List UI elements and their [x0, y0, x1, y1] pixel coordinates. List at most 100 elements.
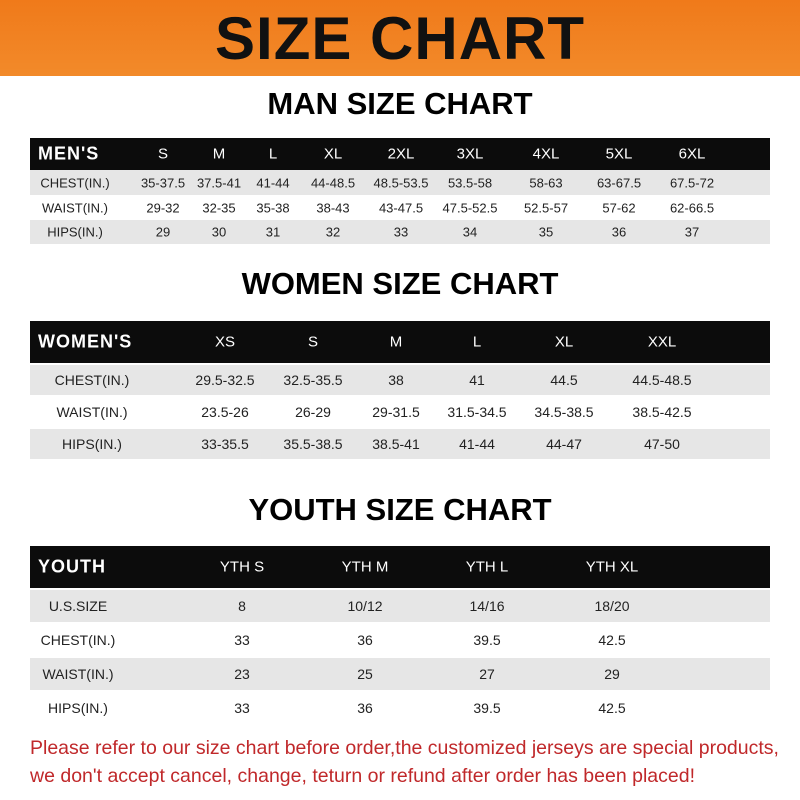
size-cell: YTH L	[465, 558, 509, 576]
size-cell: 67.5-72	[669, 175, 715, 190]
women-title: WOMEN SIZE CHART	[241, 266, 559, 301]
row-label: CHEST(IN.)	[54, 372, 130, 388]
note-line-2: we don't accept cancel, change, teturn o…	[30, 765, 695, 787]
size-cell: 44.5-48.5	[632, 372, 692, 388]
size-cell: 57-62	[602, 200, 636, 215]
row-label: HIPS(IN.)	[47, 224, 103, 240]
size-cell: 14/16	[469, 598, 505, 614]
table-row: WAIST(IN.) 29-32 32-35 35-38 38-43 43-47.5 47.…	[30, 195, 770, 220]
row-label: CHEST(IN.)	[40, 175, 110, 190]
size-cell: 44-47	[546, 436, 582, 452]
women-size-table: WOMEN'S XS S M L XL XXL CHEST(IN.) 29.5-32.5 32.5…	[30, 321, 770, 461]
row-label: HIPS(IN.)	[48, 700, 108, 716]
size-cell: 36	[357, 700, 373, 716]
size-cell: YTH S	[219, 558, 265, 576]
size-cell: L	[268, 145, 278, 163]
size-cell: 32.5-35.5	[283, 372, 343, 388]
size-cell: 32-35	[202, 200, 236, 215]
size-cell: 38.5-42.5	[632, 404, 692, 420]
size-cell: L	[472, 333, 482, 351]
size-cell: 2XL	[387, 145, 415, 163]
size-cell: 47-50	[644, 436, 680, 452]
size-cell: 29.5-32.5	[195, 372, 255, 388]
size-cell: 25	[357, 666, 373, 682]
header-row: YOUTH YTH S YTH M YTH L YTH XL	[30, 546, 770, 588]
size-cell: 38-43	[316, 200, 350, 215]
size-cell: 47.5-52.5	[442, 200, 498, 215]
table-row: U.S.SIZE 8 10/12 14/16 18/20	[30, 590, 770, 622]
size-cell: S	[157, 145, 169, 163]
size-cell: 23.5-26	[201, 404, 249, 420]
row-label: HIPS(IN.)	[62, 436, 122, 452]
size-cell: 39.5	[473, 632, 501, 648]
size-cell: 37.5-41	[196, 175, 242, 190]
row-label: MEN'S	[38, 143, 100, 164]
size-cell: 42.5	[598, 632, 626, 648]
size-cell: 38	[388, 372, 404, 388]
size-cell: 43-47.5	[378, 200, 424, 215]
row-label: CHEST(IN.)	[40, 632, 116, 648]
table-row: HIPS(IN.) 29 30 31 32 33 34 35 36 37	[30, 220, 770, 244]
size-cell: 34	[462, 224, 478, 240]
size-cell: 36	[611, 224, 627, 240]
header-row: MEN'S S M L XL 2XL 3XL 4XL 5XL 6XL	[30, 138, 770, 170]
header-row: WOMEN'S XS S M L XL XXL	[30, 321, 770, 363]
size-cell: 38.5-41	[372, 436, 420, 452]
size-cell: 53.5-58	[447, 175, 493, 190]
table-row: WAIST(IN.) 23 25 27 29	[30, 658, 770, 690]
size-cell: YTH XL	[585, 558, 639, 576]
size-cell: 62-66.5	[669, 200, 715, 215]
size-cell: 32	[325, 224, 341, 240]
size-cell: 33	[234, 700, 250, 716]
size-cell: 58-63	[529, 175, 563, 190]
size-cell: 30	[211, 224, 227, 240]
size-cell: 48.5-53.5	[373, 175, 429, 190]
size-cell: 3XL	[456, 145, 484, 163]
row-label: U.S.SIZE	[48, 598, 108, 614]
size-cell: 8	[238, 598, 246, 614]
row-label: WAIST(IN.)	[42, 200, 108, 215]
size-cell: 29-31.5	[372, 404, 420, 420]
size-cell: 63-67.5	[596, 175, 642, 190]
banner-title: SIZE CHART	[215, 5, 585, 72]
table-row: CHEST(IN.) 29.5-32.5 32.5-35.5 38 41 44.5 44.5…	[30, 365, 770, 395]
table-row: HIPS(IN.) 33 36 39.5 42.5	[30, 692, 770, 724]
size-cell: 33	[393, 224, 409, 240]
size-cell: 33	[234, 632, 250, 648]
size-cell: 42.5	[598, 700, 626, 716]
size-cell: 41-44	[459, 436, 495, 452]
size-cell: 27	[479, 666, 495, 682]
size-cell: S	[307, 333, 319, 351]
table-row: HIPS(IN.) 33-35.5 35.5-38.5 38.5-41 41-44 44-…	[30, 429, 770, 459]
youth-size-table: YOUTH YTH S YTH M YTH L YTH XL U.S.SIZE 8 10/12…	[30, 546, 770, 726]
size-cell: 34.5-38.5	[534, 404, 594, 420]
size-cell: 10/12	[347, 598, 383, 614]
size-cell: 39.5	[473, 700, 501, 716]
size-cell: 31	[265, 224, 281, 240]
note-line-1: Please refer to our size chart before or…	[30, 737, 779, 759]
size-cell: 52.5-57	[523, 200, 569, 215]
size-cell: YTH M	[341, 558, 389, 576]
table-row: CHEST(IN.) 35-37.5 37.5-41 41-44 44-48.5 48.5…	[30, 170, 770, 195]
size-cell: 41-44	[256, 175, 290, 190]
size-cell: 29-32	[146, 200, 180, 215]
size-cell: 35	[538, 224, 554, 240]
size-cell: 35.5-38.5	[283, 436, 343, 452]
size-cell: 6XL	[678, 145, 706, 163]
youth-title: YOUTH SIZE CHART	[248, 492, 552, 527]
size-cell: 41	[469, 372, 485, 388]
size-cell: XL	[323, 145, 343, 163]
row-label: WAIST(IN.)	[42, 666, 114, 682]
size-cell: 31.5-34.5	[447, 404, 507, 420]
row-label: YOUTH	[38, 556, 106, 577]
size-cell: 44.5	[550, 372, 578, 388]
size-cell: 35-38	[256, 200, 290, 215]
size-cell: XS	[214, 333, 236, 351]
size-cell: 18/20	[594, 598, 630, 614]
row-label: WAIST(IN.)	[56, 404, 128, 420]
table-row: WAIST(IN.) 23.5-26 26-29 29-31.5 31.5-34.5 34…	[30, 397, 770, 427]
men-title: MAN SIZE CHART	[267, 86, 533, 121]
size-cell: 33-35.5	[201, 436, 249, 452]
size-cell: 23	[234, 666, 250, 682]
size-cell: M	[212, 145, 226, 163]
